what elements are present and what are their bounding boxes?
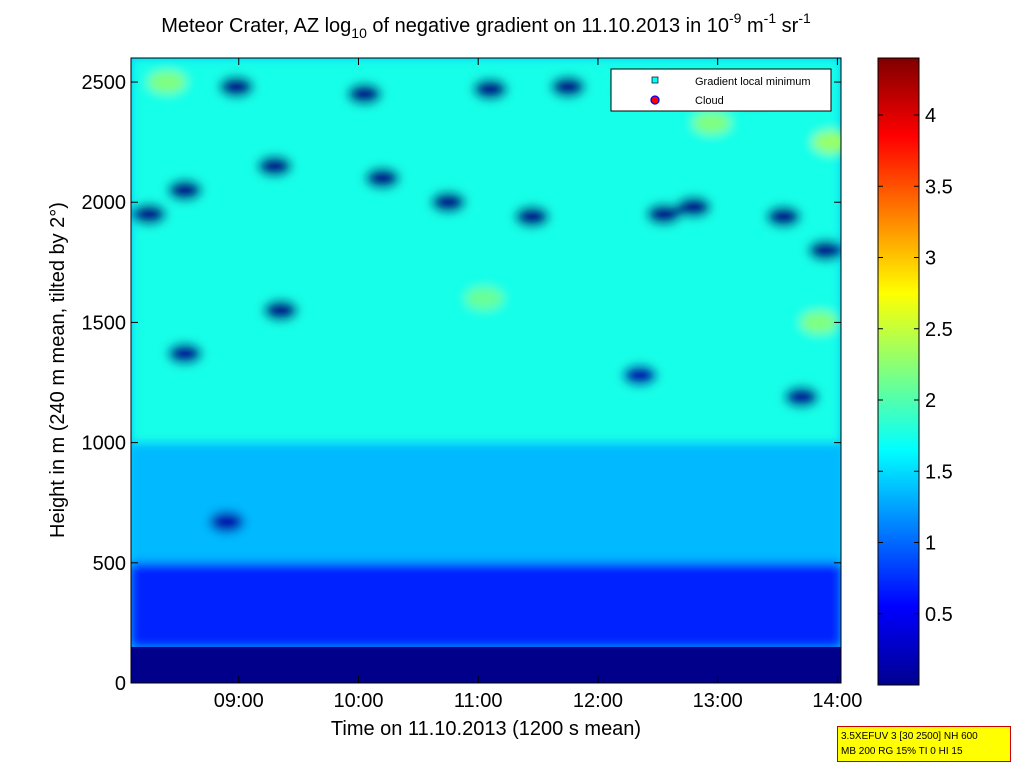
low-value-patch [365, 167, 400, 189]
info-box: 3.5XEFUV 3 [30 2500] NH 600 MB 200 RG 15… [837, 726, 1011, 762]
colorbar-tick-label: 1 [925, 533, 936, 555]
high-value-patch [800, 310, 839, 334]
low-value-patch [347, 83, 382, 105]
upper-band [131, 58, 841, 443]
high-value-patch [692, 111, 731, 135]
low-value-patch [131, 203, 167, 225]
y-tick-label: 1000 [82, 433, 127, 455]
x-tick-label: 10:00 [333, 690, 383, 712]
x-tick-label: 13:00 [693, 690, 743, 712]
y-tick-label: 2000 [82, 192, 127, 214]
colorbar-tick-label: 4 [925, 105, 936, 127]
colorbar-tick-label: 3 [925, 248, 936, 270]
low-value-patch [622, 364, 658, 386]
low-value-patch [676, 196, 711, 218]
legend-label-cloud: Cloud [695, 95, 724, 107]
x-axis-label: Time on 11.10.2013 (1200 s mean) [331, 718, 641, 740]
heatmap [131, 58, 841, 683]
chart-title: Meteor Crater, AZ log10 of negative grad… [161, 10, 811, 41]
low-value-patch [472, 78, 508, 100]
colorbar: 0.5 1 1.5 2 2.5 3 3.5 4 [877, 57, 953, 686]
y-tick-label: 500 [93, 553, 126, 575]
high-value-patch [147, 70, 187, 94]
colorbar-tick-label: 3.5 [925, 176, 953, 198]
y-axis-label: Height in m (240 m mean, tilted by 2°) [47, 202, 69, 538]
high-value-patch [465, 286, 504, 310]
low-value-patch [766, 206, 801, 228]
low-value-patch [431, 191, 466, 213]
colorbar-tick-label: 1.5 [925, 461, 953, 483]
info-line-2: MB 200 RG 15% TI 0 HI 15 [841, 746, 963, 757]
low-value-patch [550, 76, 586, 98]
legend[interactable]: Gradient local minimum Cloud [610, 68, 832, 112]
low-value-patch [808, 239, 841, 261]
low-value-patch [646, 203, 682, 225]
legend-marker-gradient-minimum [651, 76, 659, 84]
surface-layer [131, 646, 841, 683]
x-tick-label: 09:00 [214, 690, 264, 712]
colorbar-ticks: 0.5 1 1.5 2 2.5 3 3.5 4 [878, 105, 953, 626]
plot-frame [130, 57, 842, 684]
legend-label-gradient-minimum: Gradient local minimum [695, 76, 811, 88]
x-tick-label: 14:00 [812, 690, 862, 712]
y-tick-label: 0 [115, 673, 126, 695]
lower-band [131, 442, 841, 563]
x-axis: 09:00 10:00 11:00 12:00 13:00 14:00 [214, 58, 862, 712]
legend-marker-cloud [650, 95, 660, 105]
low-value-patch [257, 155, 292, 177]
colorbar-tick-label: 2 [925, 390, 936, 412]
low-value-patch [167, 343, 203, 365]
low-value-patch [167, 179, 203, 201]
low-value-patch [263, 299, 298, 321]
x-tick-label: 11:00 [454, 690, 503, 712]
near-ground-band [131, 562, 841, 647]
colorbar-gradient [877, 57, 920, 686]
x-tick-label: 12:00 [573, 690, 623, 712]
low-value-patch [219, 76, 254, 98]
low-value-patch [784, 386, 819, 408]
low-value-patch [514, 206, 550, 228]
high-value-patch [812, 130, 841, 154]
y-tick-label: 1500 [82, 312, 127, 334]
colorbar-tick-label: 2.5 [925, 319, 953, 341]
legend-box [610, 68, 832, 112]
y-tick-label: 2500 [82, 72, 127, 94]
y-axis: 0 500 1000 1500 2000 2500 [82, 72, 841, 695]
low-value-patch [209, 511, 245, 533]
colorbar-tick-label: 0.5 [925, 604, 953, 626]
info-line-1: 3.5XEFUV 3 [30 2500] NH 600 [841, 731, 978, 742]
